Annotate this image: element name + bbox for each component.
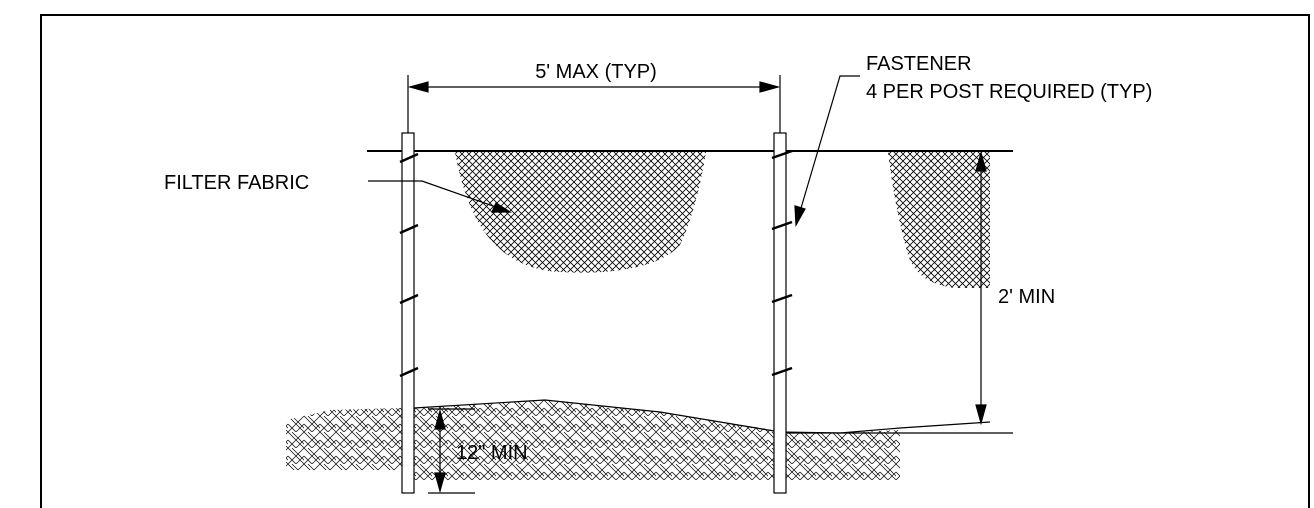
fastener-label-line2: 4 PER POST REQUIRED (TYP)	[866, 81, 1152, 103]
soil-hatch	[286, 400, 900, 480]
filter-fabric-label: FILTER FABRIC	[164, 172, 309, 194]
filter-fabric-hatch-main	[455, 152, 706, 273]
spacing-dimension	[407, 75, 781, 133]
fastener-leader	[794, 75, 860, 228]
height-dimension	[975, 150, 987, 426]
spacing-label: 5' MAX (TYP)	[535, 61, 657, 83]
embed-dimension	[428, 408, 475, 494]
post-right	[773, 132, 787, 494]
fasteners-right-post	[771, 149, 793, 377]
post-left	[401, 132, 415, 494]
fasteners-left-post	[399, 152, 419, 378]
drawing-border	[40, 14, 1310, 508]
embed-label: 12" MIN	[456, 442, 528, 464]
filter-fabric-hatch-right	[888, 152, 990, 288]
height-label: 2' MIN	[998, 286, 1055, 308]
fastener-label-line1: FASTENER	[866, 53, 972, 75]
filter-fabric-leader	[368, 180, 513, 213]
